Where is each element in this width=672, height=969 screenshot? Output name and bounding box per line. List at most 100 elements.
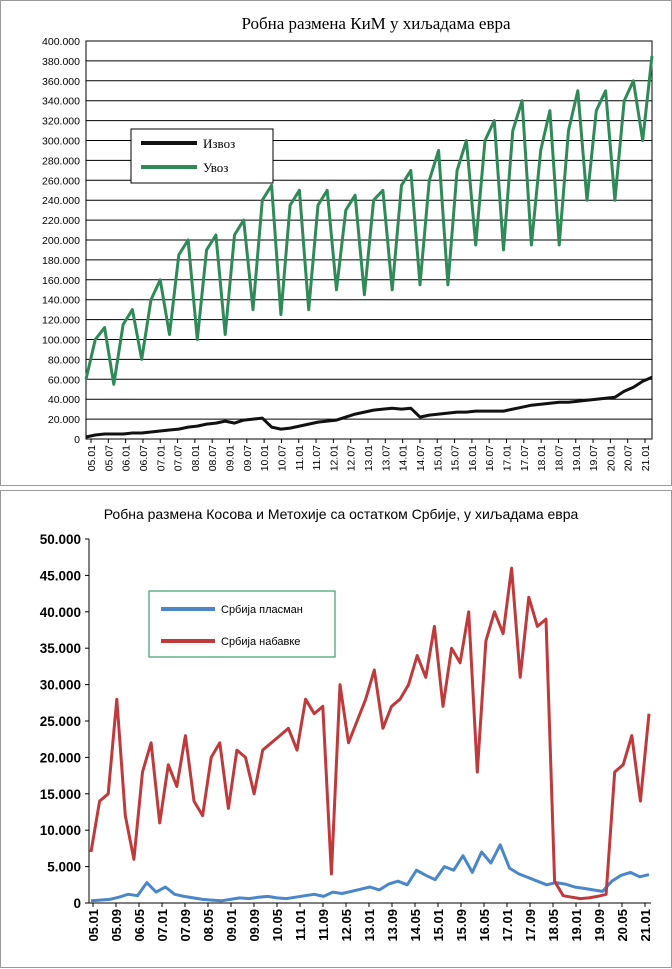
x-tick-label: 11.09 xyxy=(316,909,331,941)
x-tick-label: 13.07 xyxy=(380,445,392,471)
x-tick-label: 07.09 xyxy=(178,909,193,942)
x-tick-label: 05.07 xyxy=(103,445,115,471)
x-tick-label: 13.01 xyxy=(362,909,377,942)
x-tick-label: 15.07 xyxy=(450,445,462,471)
x-tick-label: 17.07 xyxy=(519,445,531,471)
legend-label-plasman: Србија пласман xyxy=(221,604,303,616)
y-tick-label: 5.000 xyxy=(47,860,81,875)
x-tick-label: 13.01 xyxy=(363,445,375,471)
y-tick-label: 40.000 xyxy=(48,394,80,406)
x-tick-label: 07.01 xyxy=(155,909,170,942)
y-tick-label: 15.000 xyxy=(40,787,81,802)
x-tick-label: 12.07 xyxy=(346,445,358,471)
y-tick-label: 140.000 xyxy=(42,295,80,307)
x-tick-label: 10.01 xyxy=(259,445,271,471)
x-tick-label: 16.01 xyxy=(467,445,479,471)
y-tick-label: 50.000 xyxy=(40,532,81,547)
x-tick-label: 10.07 xyxy=(276,445,288,471)
x-tick-label: 09.09 xyxy=(247,909,262,942)
x-tick-label: 19.09 xyxy=(592,909,607,942)
y-tick-label: 160.000 xyxy=(42,275,80,287)
x-tick-label: 12.01 xyxy=(328,445,340,471)
y-tick-label: 100.000 xyxy=(42,335,80,347)
y-tick-label: 400.000 xyxy=(42,36,80,48)
x-tick-label: 18.07 xyxy=(553,445,565,471)
x-tick-label: 20.05 xyxy=(615,909,630,942)
x-tick-label: 17.01 xyxy=(502,445,514,471)
y-tick-label: 30.000 xyxy=(40,678,81,693)
y-tick-label: 35.000 xyxy=(40,641,81,656)
x-tick-label: 20.01 xyxy=(605,445,617,471)
y-tick-label: 20.000 xyxy=(40,750,81,765)
x-tick-label: 16.05 xyxy=(477,909,492,942)
x-tick-label: 11.07 xyxy=(311,445,323,471)
x-tick-label: 06.05 xyxy=(132,909,147,942)
x-tick-label: 09.07 xyxy=(242,445,254,471)
x-tick-label: 05.09 xyxy=(109,909,124,942)
y-tick-label: 60.000 xyxy=(48,374,80,386)
series-line-nabavke xyxy=(89,566,651,901)
y-tick-label: 380.000 xyxy=(42,56,80,68)
y-tick-label: 40.000 xyxy=(40,605,81,620)
legend xyxy=(130,128,274,184)
y-tick-label: 280.000 xyxy=(42,155,80,167)
y-tick-label: 360.000 xyxy=(42,76,80,88)
x-tick-label: 11.01 xyxy=(293,909,308,941)
y-tick-label: 340.000 xyxy=(42,96,80,108)
x-tick-label: 14.07 xyxy=(415,445,427,471)
x-tick-label: 09.01 xyxy=(225,445,237,471)
x-tick-label: 20.07 xyxy=(623,445,635,471)
x-tick-label: 17.01 xyxy=(500,909,515,942)
x-tick-label: 14.01 xyxy=(398,445,410,471)
trade-chart: Робна размена КиМ у хиљадама евра 0 20.000… xyxy=(42,14,654,471)
x-tick-label: 12.05 xyxy=(339,909,354,942)
x-tick-label: 19.07 xyxy=(588,445,600,471)
x-tick-label: 15.01 xyxy=(432,445,444,471)
x-tick-label: 08.01 xyxy=(190,445,202,471)
x-tick-label: 05.01 xyxy=(86,909,101,942)
x-tick-label: 07.01 xyxy=(155,445,167,471)
x-tick-label: 11.01 xyxy=(294,445,306,471)
x-tick-label: 15.01 xyxy=(431,909,446,942)
legend-label-izvoz: Извоз xyxy=(203,136,235,151)
series-line-uvoz xyxy=(84,55,654,386)
legend-label-uvoz: Увоз xyxy=(203,160,228,175)
y-tick-label: 320.000 xyxy=(42,116,80,128)
y-tick-label: 0 xyxy=(73,896,81,911)
y-tick-label: 20.000 xyxy=(48,414,80,426)
x-tick-label: 17.09 xyxy=(523,909,538,942)
x-tick-label: 06.07 xyxy=(138,445,150,471)
y-tick-label: 260.000 xyxy=(42,175,80,187)
y-tick-label: 220.000 xyxy=(42,215,80,227)
legend-label-nabavke: Србија набавке xyxy=(221,636,300,648)
y-tick-label: 180.000 xyxy=(42,255,80,267)
series-line-izvoz xyxy=(85,375,653,439)
chart-title: Робна размена КиМ у хиљадама евра xyxy=(241,14,511,33)
y-tick-label: 300.000 xyxy=(42,136,80,148)
x-tick-label: 19.01 xyxy=(571,445,583,471)
x-tick-label: 05.01 xyxy=(86,445,98,471)
x-tick-label: 13.09 xyxy=(385,909,400,942)
x-tick-label: 10.05 xyxy=(270,909,285,942)
chart-panel-trade: Робна размена КиМ у хиљадама евра 0 20.000… xyxy=(0,0,672,486)
y-tick-label: 120.000 xyxy=(42,315,80,327)
series-line-plasman xyxy=(90,843,650,903)
plot-area xyxy=(85,40,653,440)
x-tick-label: 18.05 xyxy=(546,909,561,942)
y-tick-label: 0 xyxy=(74,434,80,446)
chart-panel-serbia-trade: Робна размена Косова и Метохије са остат… xyxy=(0,490,672,968)
x-tick-label: 19.01 xyxy=(569,909,584,942)
x-tick-label: 15.09 xyxy=(454,909,469,942)
x-tick-label: 18.01 xyxy=(536,445,548,471)
chart-title: Робна размена Косова и Метохије са остат… xyxy=(104,506,579,522)
y-tick-label: 45.000 xyxy=(40,568,81,583)
x-tick-label: 16.07 xyxy=(484,445,496,471)
x-tick-label: 21.01 xyxy=(638,909,653,942)
y-tick-label: 80.000 xyxy=(48,354,80,366)
x-tick-label: 21.01 xyxy=(640,445,652,471)
serbia-trade-chart: Робна размена Косова и Метохије са остат… xyxy=(40,506,653,942)
y-tick-label: 240.000 xyxy=(42,195,80,207)
x-tick-label: 07.07 xyxy=(173,445,185,471)
x-tick-label: 09.01 xyxy=(224,909,239,942)
x-tick-label: 06.01 xyxy=(121,445,133,471)
